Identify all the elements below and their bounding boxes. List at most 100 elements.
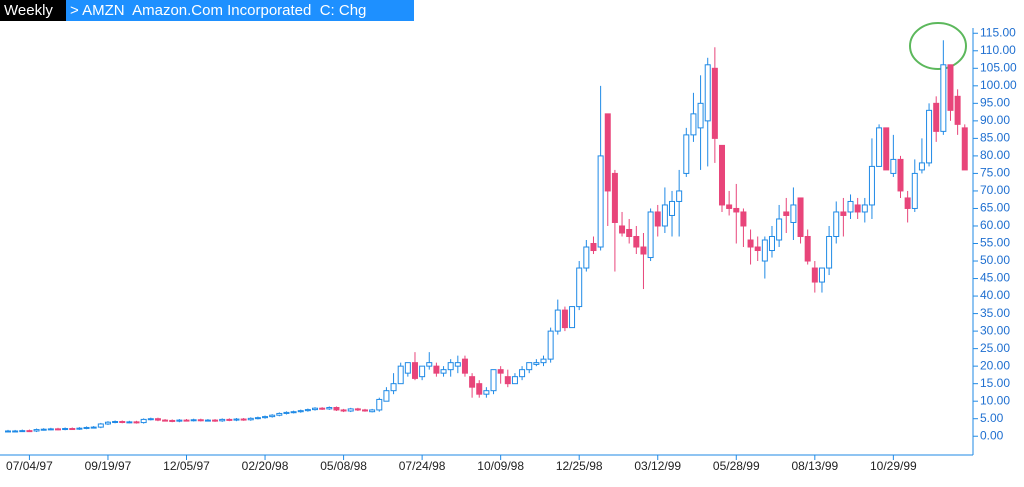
x-tick-label: 05/28/99 xyxy=(713,459,760,473)
candle-body xyxy=(511,376,518,385)
candle-body xyxy=(404,362,411,374)
candle-body xyxy=(369,409,376,413)
candle-body xyxy=(497,369,504,374)
candle-body xyxy=(76,427,83,430)
candle-body xyxy=(918,162,925,171)
candle-body xyxy=(633,235,640,248)
period-box xyxy=(0,0,66,21)
candle-body xyxy=(33,429,40,432)
candle-body xyxy=(440,369,447,374)
candle-body xyxy=(12,430,19,433)
candle-body xyxy=(447,362,454,371)
candle-body xyxy=(676,190,683,202)
symbol-box xyxy=(66,0,414,21)
candle-body xyxy=(847,200,854,213)
candle-body xyxy=(219,418,226,422)
highlight-circle xyxy=(909,22,967,70)
candle-body xyxy=(419,365,426,378)
candle-body xyxy=(126,421,133,424)
candle-body xyxy=(62,428,69,431)
y-tick-label: 100.00 xyxy=(980,78,1017,92)
y-tick-label: 90.00 xyxy=(980,113,1010,127)
y-tick-label: 75.00 xyxy=(980,166,1010,180)
candle-body xyxy=(212,419,219,422)
candle-body xyxy=(469,376,476,388)
candle-body xyxy=(54,428,61,431)
candle-body xyxy=(818,267,825,283)
candle-body xyxy=(890,158,897,174)
y-tick-label: 10.00 xyxy=(980,393,1010,407)
candle-body xyxy=(233,418,240,421)
candle-body xyxy=(347,408,354,412)
y-tick-label: 15.00 xyxy=(980,376,1010,390)
candle-body xyxy=(554,309,561,332)
candle-body xyxy=(197,419,204,422)
candle-body xyxy=(490,369,497,392)
candle-body xyxy=(269,414,276,418)
candle-body xyxy=(119,421,126,424)
candle-body xyxy=(811,267,818,283)
candle-body xyxy=(547,330,554,360)
x-tick-label: 02/20/98 xyxy=(242,459,289,473)
candle-body xyxy=(362,409,368,412)
candle-body xyxy=(97,423,104,428)
y-tick-label: 55.00 xyxy=(980,236,1010,250)
candle-body xyxy=(733,207,740,213)
candle-body xyxy=(47,428,54,431)
y-tick-label: 40.00 xyxy=(980,288,1010,302)
candle-body xyxy=(583,246,590,269)
candle-body xyxy=(254,417,261,420)
candle-body xyxy=(504,376,511,385)
candle-body xyxy=(376,398,383,411)
candle-body xyxy=(611,172,618,223)
candle-body xyxy=(326,406,333,410)
candle-body xyxy=(433,365,440,374)
y-tick-label: 30.00 xyxy=(980,323,1010,337)
y-tick-label: 105.00 xyxy=(980,60,1017,74)
x-tick-label: 08/13/99 xyxy=(791,459,838,473)
candle-body xyxy=(897,158,904,192)
x-tick-label: 07/04/97 xyxy=(6,459,53,473)
candle-body xyxy=(647,211,654,259)
candle-body xyxy=(340,409,347,412)
candle-body xyxy=(597,155,604,248)
candle-body xyxy=(940,64,947,132)
candle-body xyxy=(540,358,547,364)
candle-body xyxy=(262,416,269,419)
candle-body xyxy=(861,204,868,213)
candle-body xyxy=(690,113,697,136)
candle-body xyxy=(461,358,468,374)
candle-body xyxy=(40,428,47,431)
candle-body xyxy=(519,369,526,378)
candle-body xyxy=(162,419,169,422)
candle-body xyxy=(640,246,647,255)
candle-body xyxy=(83,426,90,429)
candle-body xyxy=(947,64,954,111)
candle-body xyxy=(726,204,733,209)
x-tick-label: 12/25/98 xyxy=(556,459,603,473)
y-tick-label: 35.00 xyxy=(980,306,1010,320)
candle-body xyxy=(790,204,797,223)
x-tick-label: 05/08/98 xyxy=(320,459,367,473)
candle-body xyxy=(704,64,711,122)
candle-body xyxy=(154,418,161,421)
candle-body xyxy=(247,417,254,421)
candle-body xyxy=(761,239,768,262)
x-tick-label: 10/29/99 xyxy=(870,459,917,473)
candle-body xyxy=(104,421,111,425)
candle-body xyxy=(533,362,540,365)
candle-body xyxy=(226,418,233,421)
candle-body xyxy=(711,67,718,139)
candle-body xyxy=(661,204,668,227)
candle-body xyxy=(312,407,319,411)
candle-body xyxy=(561,309,568,329)
y-tick-label: 65.00 xyxy=(980,201,1010,215)
candle-body xyxy=(619,225,626,234)
candle-body xyxy=(697,102,704,129)
y-tick-label: 50.00 xyxy=(980,253,1010,267)
candle-body xyxy=(804,235,811,262)
candle-body xyxy=(426,362,433,367)
candle-body xyxy=(933,102,940,132)
candle-body xyxy=(476,383,483,395)
